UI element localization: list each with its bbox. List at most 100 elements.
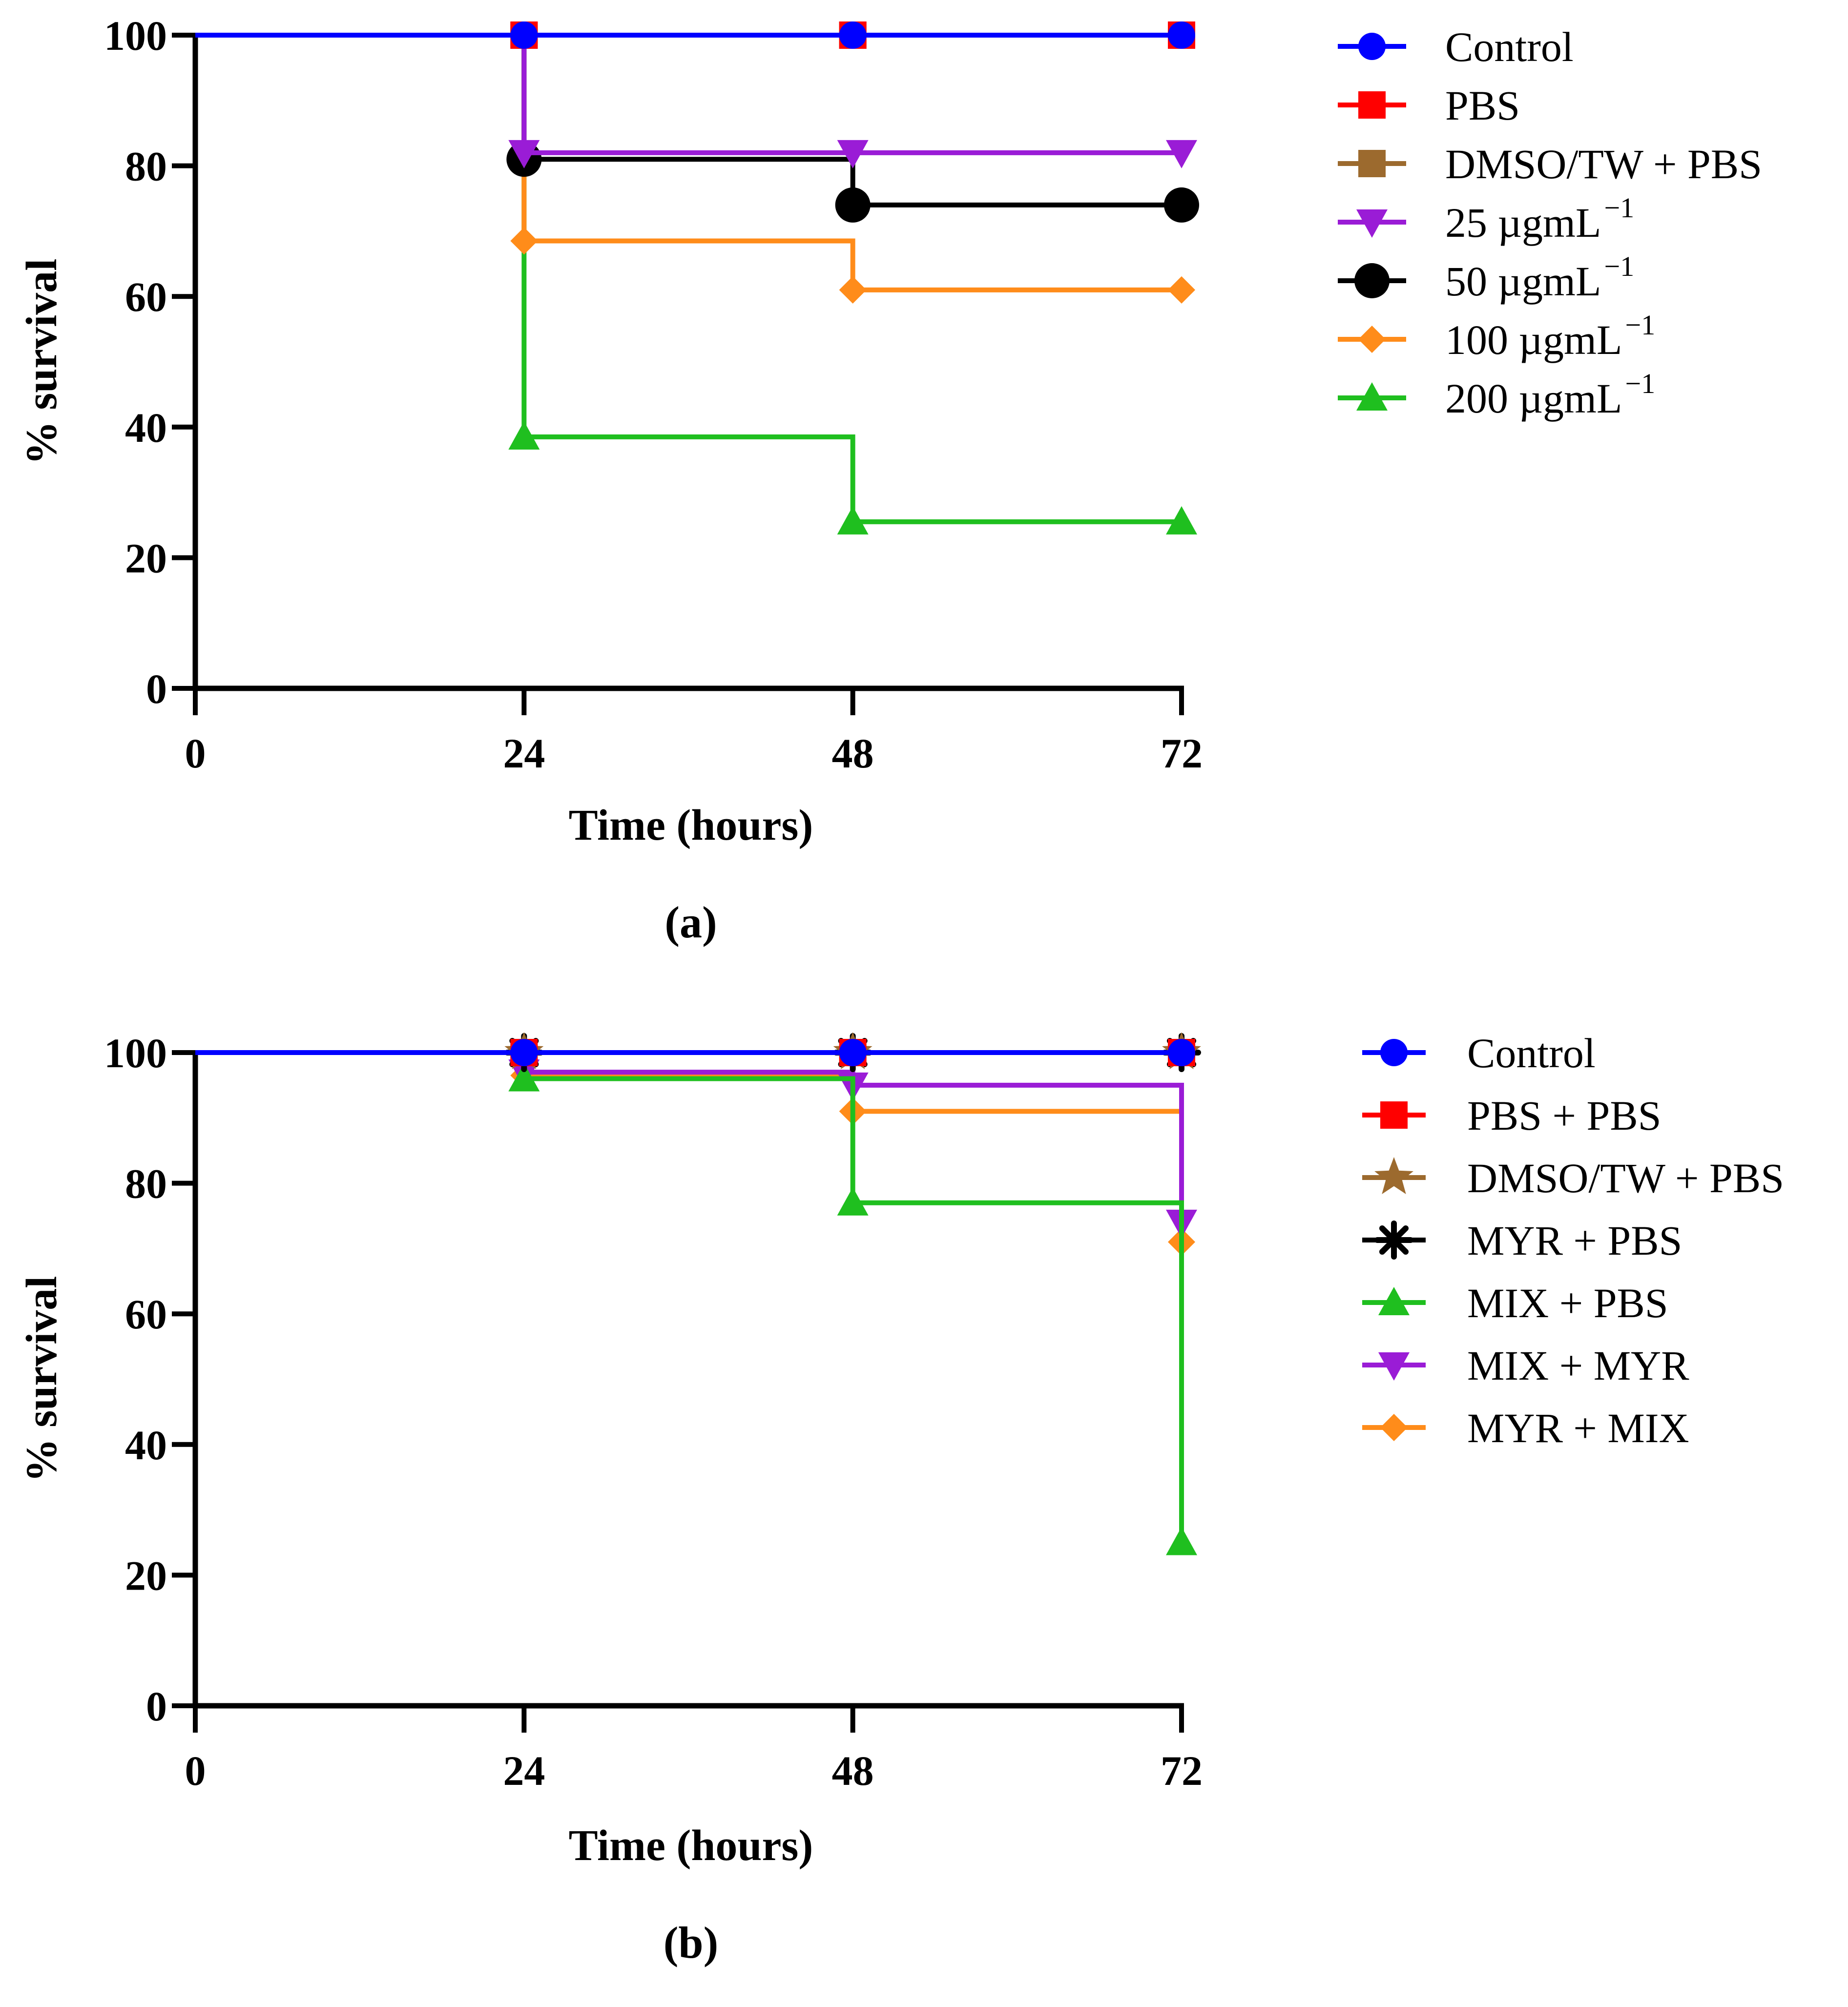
- chart-a-legend-item-marker: [1358, 150, 1386, 177]
- chart-b-legend-item-marker: [1374, 1221, 1413, 1260]
- chart-b-series-mix-pbs-point: [1166, 1527, 1197, 1555]
- chart-b-legend-item-label: PBS + PBS: [1467, 1092, 1661, 1139]
- chart-a-legend-item: PBS: [1338, 82, 1520, 129]
- chart-b-legend-item: MIX + MYR: [1362, 1342, 1689, 1389]
- chart-b-series-control-point: [839, 1039, 867, 1066]
- chart-a-ytick-label: 60: [125, 273, 167, 320]
- chart-a-legend-item-marker: [1356, 382, 1388, 411]
- chart-a-legend-item-marker: [1354, 263, 1390, 298]
- chart-b-ytick-label: 0: [146, 1683, 167, 1730]
- chart-a-legend-item-superscript: −1: [1604, 192, 1634, 224]
- chart-a-series-100-gml-1-point: [1168, 276, 1195, 304]
- chart-b-xtick-label: 72: [1161, 1747, 1203, 1794]
- chart-a-xtick-label: 72: [1161, 730, 1203, 777]
- chart-b-legend: Control PBS + PBS DMSO/TW + PBS MYR + PBS MI…: [1362, 1030, 1784, 1451]
- chart-a-legend-item-label: 50 µgmL −1: [1445, 250, 1634, 305]
- chart-a-legend-item: 100 µgmL −1: [1338, 309, 1655, 363]
- chart-b-legend-item-marker: [1378, 1352, 1410, 1381]
- chart-a-legend-item: DMSO/TW + PBS: [1338, 141, 1762, 187]
- chart-a-xtick-label: 24: [503, 730, 545, 777]
- chart-a-series-25-gml-1-point: [837, 140, 869, 168]
- chart-b-panel-label: (b): [664, 1918, 718, 1967]
- chart-b-series-control-point: [1168, 1039, 1195, 1066]
- chart-a-legend-item-label: DMSO/TW + PBS: [1445, 141, 1762, 187]
- chart-b-legend-item: DMSO/TW + PBS: [1362, 1155, 1784, 1201]
- chart-b-legend-item-marker: [1380, 1101, 1408, 1129]
- chart-a-x-axis-label: Time (hours): [569, 801, 813, 849]
- chart-b-legend-item: PBS + PBS: [1362, 1092, 1661, 1139]
- chart-a-legend-item-marker: [1358, 91, 1386, 119]
- chart-a-legend-item-marker: [1358, 33, 1386, 60]
- chart-b-ytick-label: 60: [125, 1291, 167, 1338]
- chart-b: 0 20 40 60 80 100 0 24 48 72 Time (hours) % surviva…: [18, 1030, 1784, 1967]
- chart-b-legend-item-label: Control: [1467, 1030, 1596, 1076]
- chart-b-legend-item-label: MIX + MYR: [1467, 1342, 1689, 1389]
- chart-a-panel-label: (a): [664, 897, 717, 947]
- chart-a-legend-item-superscript: −1: [1625, 309, 1655, 341]
- chart-a-series-control-point: [1168, 21, 1195, 49]
- chart-b-legend-item-label: DMSO/TW + PBS: [1467, 1155, 1784, 1201]
- chart-b-xtick-label: 48: [832, 1747, 874, 1794]
- chart-b-y-axis-label: % survival: [18, 1276, 66, 1483]
- chart-b-ytick-label: 20: [125, 1552, 167, 1599]
- chart-a-legend-item-label: PBS: [1445, 82, 1520, 129]
- chart-a-series-50-gml-1-point: [1164, 187, 1199, 223]
- chart-a-series-50-gml-1: [195, 33, 1199, 223]
- chart-a-series-25-gml-1-point: [508, 140, 540, 168]
- chart-b-legend-item: MYR + PBS: [1362, 1217, 1682, 1264]
- chart-a-series-25-gml-1-point: [1166, 140, 1197, 168]
- chart-a-series-50-gml-1-point: [835, 187, 871, 223]
- chart-a-legend: Control PBS DMSO/TW + PBS 25 µgmL −150 µgmL −…: [1338, 23, 1762, 422]
- chart-a-legend-item-label: Control: [1445, 23, 1574, 70]
- chart-b-legend-item: MIX + PBS: [1362, 1280, 1668, 1326]
- chart-a-series-100-gml-1-line: [195, 33, 1182, 292]
- chart-b-legend-item-label: MIX + PBS: [1467, 1280, 1668, 1326]
- chart-a-legend-item-label: 100 µgmL −1: [1445, 309, 1655, 363]
- chart-b-x-axis-label: Time (hours): [569, 1821, 813, 1870]
- chart-b-ytick-label: 40: [125, 1422, 167, 1469]
- chart-a-legend-item-label: 200 µgmL −1: [1445, 368, 1655, 422]
- chart-a-legend-item: 25 µgmL −1: [1338, 192, 1634, 246]
- chart-b-series-mix-pbs-point: [508, 1063, 540, 1092]
- chart-a-series-200-gml-1-point: [837, 506, 869, 535]
- chart-a-series-100-gml-1: [195, 33, 1195, 304]
- chart-b-legend-item-marker: [1380, 1039, 1408, 1066]
- chart-a-series-200-gml-1: [195, 33, 1197, 535]
- chart-a-series-control: [195, 21, 1195, 49]
- chart-b-legend-item-marker: [1378, 1287, 1410, 1315]
- chart-a-series-200-gml-1-line: [195, 33, 1182, 524]
- chart-a-series-200-gml-1-point: [1166, 506, 1197, 535]
- chart-b-series-control-point: [510, 1039, 538, 1066]
- chart-a-legend-item-marker: [1356, 209, 1388, 238]
- chart-a-ytick-label: 100: [104, 12, 167, 59]
- chart-a-y-axis-label: % survival: [18, 259, 66, 465]
- chart-b-legend-item-label: MYR + MIX: [1467, 1405, 1689, 1451]
- chart-b-legend-item: MYR + MIX: [1362, 1405, 1689, 1451]
- chart-b-legend-item-marker-stroke: [1379, 1225, 1409, 1255]
- chart-a-series-25-gml-1-line: [195, 33, 1182, 155]
- chart-b-series-mix-pbs-point: [837, 1187, 869, 1216]
- chart-a-xtick-label: 0: [185, 730, 206, 777]
- chart-b-legend-item-label: MYR + PBS: [1467, 1217, 1682, 1264]
- chart-a-series-50-gml-1-line: [195, 33, 1182, 207]
- chart-a-ytick-label: 40: [125, 404, 167, 451]
- chart-b-ytick-label: 80: [125, 1160, 167, 1207]
- chart-a-series-control-point: [510, 21, 538, 49]
- chart-a-legend-item-superscript: −1: [1604, 250, 1634, 282]
- chart-a-series-control-point: [839, 21, 867, 49]
- chart-b-series-control: [195, 1039, 1195, 1066]
- chart-b-legend-item-marker: [1374, 1157, 1413, 1194]
- chart-a-series-100-gml-1-point: [510, 227, 538, 255]
- chart-a: 0 20 40 60 80 100 0 24 48 72 Time (hours) % surviva…: [18, 12, 1762, 947]
- chart-a-xtick-label: 48: [832, 730, 874, 777]
- chart-a-series-200-gml-1-point: [508, 421, 540, 450]
- chart-a-legend-item: 50 µgmL −1: [1338, 250, 1634, 305]
- chart-a-legend-item: 200 µgmL −1: [1338, 368, 1655, 422]
- chart-b-legend-item-marker: [1380, 1414, 1408, 1441]
- chart-a-legend-item-superscript: −1: [1625, 368, 1655, 399]
- chart-b-series-mix-pbs-line: [195, 1050, 1184, 1543]
- chart-a-ytick-label: 0: [146, 665, 167, 712]
- chart-a-ytick-label: 80: [125, 143, 167, 190]
